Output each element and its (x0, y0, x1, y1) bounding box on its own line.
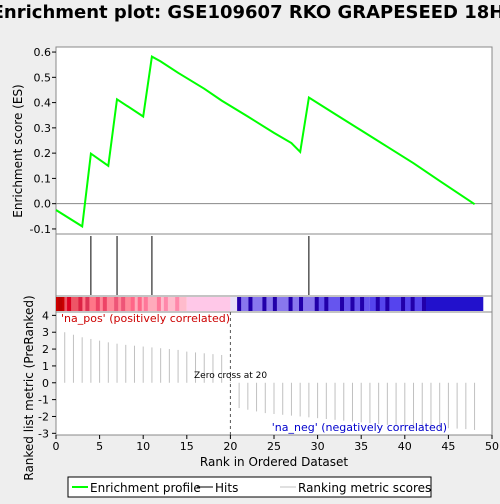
hits-group (90, 236, 310, 295)
color-stripe (102, 297, 107, 311)
color-stripe (350, 297, 355, 311)
es-y-tick-label: -0.1 (30, 223, 51, 236)
color-band (239, 297, 318, 311)
rank-x-tick-label: 35 (354, 440, 368, 453)
metric-panel (55, 311, 493, 436)
color-stripe (262, 297, 267, 311)
es-y-tick-label: 0.2 (34, 147, 52, 160)
color-stripe (340, 297, 345, 311)
color-stripe (375, 297, 380, 311)
rank-x-tick-label: 20 (223, 440, 237, 453)
color-stripe (175, 297, 180, 311)
color-stripe (67, 297, 72, 311)
color-stripe (360, 297, 365, 311)
color-stripe (401, 297, 406, 311)
color-stripe (78, 297, 83, 311)
es-y-tick-label: 0.3 (34, 122, 52, 135)
rank-x-axis: 0 5 10 15 20 25 30 35 40 45 50 (53, 435, 499, 453)
rank-x-tick-label: 15 (180, 440, 194, 453)
color-stripe (421, 297, 426, 311)
color-stripe (143, 297, 148, 311)
color-stripe (324, 297, 329, 311)
es-y-label: Enrichment score (ES) (11, 84, 25, 217)
legend-label: Hits (215, 481, 238, 495)
color-stripe (237, 297, 242, 311)
es-y-tick-label: 0.0 (34, 198, 52, 211)
rank-x-tick-label: 10 (136, 440, 150, 453)
pos-label: 'na_pos' (positively correlated) (61, 312, 230, 325)
metric-y-tick-label: -1 (38, 394, 49, 407)
es-y-tick-label: 0.6 (34, 46, 52, 59)
color-stripe (299, 297, 304, 311)
color-stripe (137, 297, 142, 311)
rank-x-tick-label: 25 (267, 440, 281, 453)
metric-y-tick-label: 1 (42, 360, 49, 373)
color-stripe (85, 297, 90, 311)
rank-x-tick-label: 30 (311, 440, 325, 453)
zero-cross-label: Zero cross at 20 (194, 371, 267, 381)
color-stripe (130, 297, 135, 311)
metric-y-tick-label: -3 (38, 427, 49, 440)
rank-x-tick-label: 45 (441, 440, 455, 453)
metric-y-tick-label: -2 (38, 410, 49, 423)
ranking-metric-lines (64, 332, 476, 430)
color-band (422, 297, 484, 311)
rank-x-tick-label: 5 (96, 440, 103, 453)
color-stripe (248, 297, 253, 311)
rank-x-tick-label: 50 (485, 440, 499, 453)
metric-y-label: Ranked list metric (PreRanked) (22, 295, 36, 480)
metric-y-tick-label: 0 (42, 377, 49, 390)
legend-label: Enrichment profile (90, 481, 201, 495)
rank-color-bar (56, 297, 484, 311)
metric-y-tick-label: 4 (42, 309, 49, 322)
color-stripe (288, 297, 293, 311)
enrichment-profile-line (55, 55, 476, 229)
color-stripe (121, 297, 126, 311)
hits-panel (55, 233, 493, 297)
color-stripe (58, 297, 63, 311)
rank-x-tick-label: 0 (53, 440, 60, 453)
legend-box (67, 476, 432, 498)
es-y-tick-label: 0.4 (34, 97, 52, 110)
rank-x-tick-label: 40 (398, 440, 412, 453)
metric-y-tick-label: 2 (42, 343, 49, 356)
metric-y-tick-label: 3 (42, 326, 49, 339)
color-band (369, 297, 423, 311)
color-stripe (410, 297, 415, 311)
color-stripe (314, 297, 319, 311)
color-band (186, 297, 231, 311)
chart-title: Enrichment plot: GSE109607 RKO GRAPESEED… (0, 2, 500, 23)
legend-label: Ranking metric scores (298, 481, 431, 495)
color-stripe (163, 297, 168, 311)
x-axis-label: Rank in Ordered Dataset (200, 455, 348, 469)
color-stripe (272, 297, 277, 311)
color-stripe (156, 297, 161, 311)
es-panel (55, 46, 493, 235)
metric-y-axis: -3 -2 -1 0 1 2 3 4 (38, 309, 56, 440)
color-band (230, 297, 240, 311)
es-y-tick-label: 0.5 (34, 71, 52, 84)
es-y-axis: -0.1 0.0 0.1 0.2 0.3 0.4 0.5 0.6 (30, 46, 56, 236)
color-stripe (385, 297, 390, 311)
legend: Enrichment profile Hits Ranking metric sco… (72, 481, 431, 495)
neg-label: 'na_neg' (negatively correlated) (272, 421, 447, 434)
es-y-tick-label: 0.1 (34, 172, 52, 185)
color-stripe (95, 297, 100, 311)
color-stripe (114, 297, 119, 311)
